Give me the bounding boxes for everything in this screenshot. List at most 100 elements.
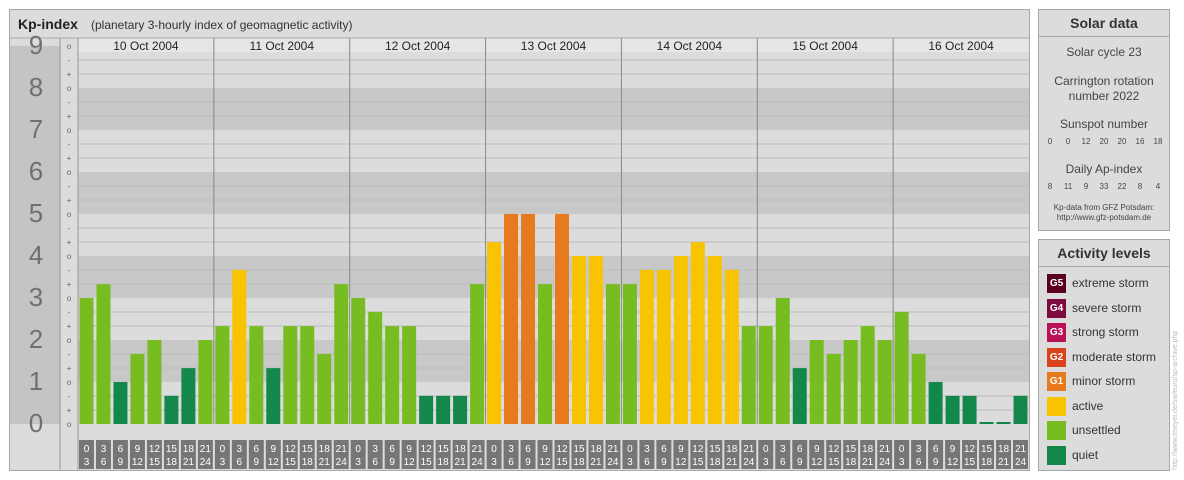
kp-bar — [164, 395, 179, 424]
kp-bar — [673, 256, 688, 424]
hour-cell — [333, 440, 349, 469]
hour-end-label: 24 — [1015, 457, 1027, 468]
hour-cell — [724, 440, 740, 469]
y-axis-label: 1 — [29, 366, 43, 396]
y-minor-label: + — [67, 364, 72, 373]
y-minor-label: + — [67, 322, 72, 331]
carrington-label: Carrington rotation — [1054, 74, 1154, 88]
sunspot-value: 20 — [1117, 137, 1127, 146]
hour-start-label: 18 — [590, 444, 602, 455]
sunspot-label: Sunspot number — [1059, 117, 1149, 131]
y-minor-label: + — [67, 154, 72, 163]
ap-index-values: 8 11 9 33 22 8 4 — [1039, 182, 1169, 191]
kp-bar — [283, 326, 298, 424]
hour-start-label: 18 — [319, 444, 331, 455]
hour-end-label: 3 — [627, 457, 633, 468]
hour-cell — [758, 440, 774, 469]
hour-start-label: 18 — [862, 444, 874, 455]
hour-end-label: 6 — [780, 457, 786, 468]
hour-cell — [452, 440, 468, 469]
hour-start-label: 12 — [556, 444, 568, 455]
kp-bar — [622, 284, 637, 424]
activity-level-swatch — [1047, 421, 1066, 440]
kp-bar — [843, 340, 858, 424]
hour-start-label: 3 — [508, 444, 514, 455]
kp-bar — [826, 353, 841, 424]
ap-value: 9 — [1083, 182, 1089, 191]
y-minor-label: o — [67, 42, 72, 51]
hour-cell — [197, 440, 213, 469]
y-axis-label: 6 — [29, 156, 43, 186]
hour-end-label: 24 — [743, 457, 755, 468]
solar-data-panel: Solar data Solar cycle 23 Carrington rot… — [1038, 9, 1170, 231]
hour-start-label: 15 — [709, 444, 721, 455]
kp-bar — [453, 395, 468, 424]
kp-bar — [656, 269, 671, 424]
kp-bar — [945, 395, 960, 424]
hour-cell — [112, 440, 128, 469]
hour-cell — [792, 440, 808, 469]
hour-cell — [843, 440, 859, 469]
kp-bar — [113, 382, 128, 424]
activity-level-item: quiet — [1047, 445, 1167, 465]
kp-bar — [877, 340, 892, 424]
hour-end-label: 3 — [491, 457, 497, 468]
kp-bar — [1013, 395, 1028, 424]
hour-end-label: 9 — [525, 457, 531, 468]
hour-cell — [877, 440, 893, 469]
hour-end-label: 24 — [200, 457, 212, 468]
hour-start-label: 15 — [845, 444, 857, 455]
chart-title: Kp-index — [18, 16, 78, 32]
activity-level-label: moderate storm — [1072, 349, 1157, 364]
kp-bar — [130, 353, 145, 424]
hour-start-label: 12 — [421, 444, 433, 455]
y-axis-label: 4 — [29, 240, 43, 270]
hour-start-label: 6 — [661, 444, 667, 455]
hour-start-label: 12 — [692, 444, 704, 455]
kp-bar — [470, 284, 485, 424]
day-label: 11 Oct 2004 — [250, 39, 315, 53]
y-minor-label: - — [68, 140, 71, 149]
activity-level-item: G5 extreme storm — [1047, 274, 1167, 293]
hour-start-label: 21 — [607, 444, 619, 455]
hour-cell — [367, 440, 383, 469]
hour-cell — [962, 440, 978, 469]
hour-start-label: 6 — [254, 444, 260, 455]
hour-cell — [826, 440, 842, 469]
y-axis-label: 7 — [29, 114, 43, 144]
hour-start-label: 6 — [389, 444, 395, 455]
hour-end-label: 24 — [607, 457, 619, 468]
hour-cell — [894, 440, 910, 469]
y-minor-label: o — [67, 336, 72, 345]
hour-cell — [860, 440, 876, 469]
hour-end-label: 12 — [947, 457, 959, 468]
hour-cell — [282, 440, 298, 469]
kp-bar — [860, 326, 875, 424]
y-minor-label: o — [67, 168, 72, 177]
hour-cell — [775, 440, 791, 469]
solar-data-title: Solar data — [1039, 10, 1169, 37]
hour-end-label: 3 — [84, 457, 90, 468]
hour-end-label: 15 — [692, 457, 704, 468]
hour-start-label: 12 — [285, 444, 297, 455]
kp-bar — [775, 298, 790, 424]
hour-end-label: 6 — [237, 457, 243, 468]
kp-bar — [385, 326, 400, 424]
kp-bar — [639, 269, 654, 424]
hour-end-label: 15 — [285, 457, 297, 468]
activity-level-swatch: G1 — [1047, 372, 1066, 391]
hour-start-label: 15 — [573, 444, 585, 455]
hour-start-label: 12 — [964, 444, 976, 455]
activity-level-item: G4 severe storm — [1047, 298, 1167, 318]
hour-end-label: 12 — [268, 457, 280, 468]
y-minor-label: - — [68, 182, 71, 191]
y-minor-label: - — [68, 98, 71, 107]
activity-level-swatch: G4 — [1047, 298, 1066, 318]
sunspot-value: 12 — [1081, 137, 1091, 146]
hour-end-label: 12 — [675, 457, 687, 468]
y-axis-label: 0 — [29, 408, 43, 438]
kp-bar — [928, 382, 943, 424]
hour-cell — [146, 440, 162, 469]
hour-end-label: 9 — [254, 457, 260, 468]
hour-end-label: 12 — [404, 457, 416, 468]
